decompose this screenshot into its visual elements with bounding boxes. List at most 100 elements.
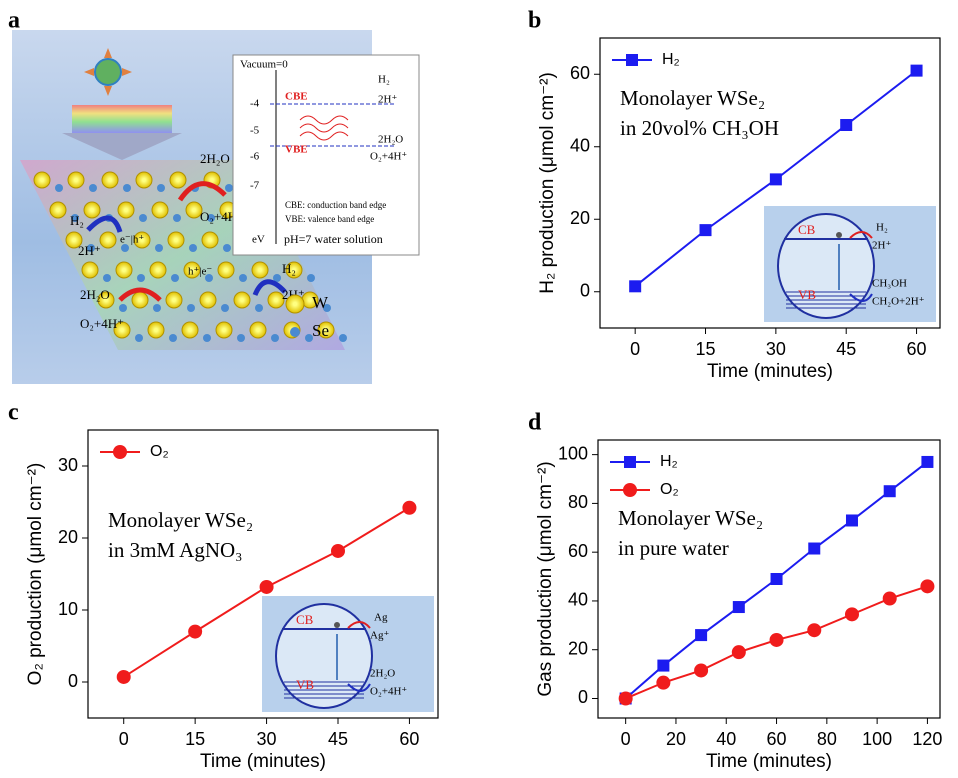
se-atom: [255, 304, 263, 312]
lattice-label: h⁺|e⁻: [188, 266, 212, 278]
x-axis-label: Time (minutes): [707, 361, 833, 382]
reaction-label: 2H₂O: [378, 134, 403, 146]
inset-label: 2H₂O: [370, 668, 395, 680]
light-spectrum: [72, 105, 172, 133]
note: CBE: conduction band edge: [285, 200, 386, 210]
inset-label: H₂: [876, 222, 888, 234]
se-atom: [221, 304, 229, 312]
band-label: VBE: [285, 144, 308, 156]
se-atom: [189, 244, 197, 252]
legend-label: Se: [312, 321, 329, 340]
x-tick-label: 60: [767, 729, 787, 749]
w-atom: [152, 202, 168, 218]
lattice-label: 2H₂O: [80, 287, 110, 302]
x-tick-label: 0: [621, 729, 631, 749]
energy-label: -4: [250, 98, 260, 110]
se-atom: [123, 184, 131, 192]
y-tick-label: 40: [568, 590, 588, 610]
se-atom: [103, 274, 111, 282]
inset-label: CH₂O+2H⁺: [872, 296, 925, 308]
lattice-label: H₂: [282, 261, 296, 276]
marker: [911, 65, 923, 77]
panel-label: c: [8, 400, 19, 426]
plot-frame: [598, 440, 940, 718]
w-atom: [102, 172, 118, 188]
se-atom: [135, 334, 143, 342]
se-atom: [119, 304, 127, 312]
reaction-label: 2H⁺: [378, 94, 397, 106]
inset-label: Ag⁺: [370, 630, 389, 642]
w-atom: [148, 322, 164, 338]
marker: [700, 224, 712, 236]
w-atom: [200, 292, 216, 308]
lattice-label: 2H₂O: [200, 151, 230, 166]
schematic: a 2H₂O O₂+4H⁺ H₂ 2H⁺ e⁻|h⁺ h⁺|e⁻ H₂ 2H⁺ …: [8, 8, 419, 385]
x-tick-label: 0: [119, 729, 129, 749]
energy-label: -6: [250, 151, 260, 163]
cb-label: CB: [296, 612, 314, 627]
x-tick-label: 45: [836, 339, 856, 359]
marker: [656, 676, 670, 690]
marker: [260, 580, 274, 594]
note: pH=7 water solution: [284, 232, 383, 246]
se-atom: [153, 304, 161, 312]
x-tick-label: 15: [696, 339, 716, 359]
panel-label: d: [528, 410, 542, 436]
y-tick-label: 60: [570, 63, 590, 83]
reaction-label: H₂: [378, 74, 390, 86]
x-tick-label: 45: [328, 729, 348, 749]
legend-marker: [113, 445, 127, 459]
legend-label: H₂: [662, 51, 680, 68]
y-tick-label: 100: [558, 443, 588, 463]
marker: [732, 645, 746, 659]
note: VBE: valence band edge: [285, 214, 374, 224]
panel-label: b: [528, 8, 541, 34]
y-tick-label: 30: [58, 455, 78, 475]
y-tick-label: 80: [568, 492, 588, 512]
annotation: Monolayer WSe₂: [618, 506, 763, 530]
vb-label: VB: [798, 287, 816, 302]
w-atom: [132, 292, 148, 308]
inset: CBVBAgAg⁺2H₂OO₂+4H⁺: [262, 596, 434, 712]
x-tick-label: 100: [862, 729, 892, 749]
y-tick-label: 0: [578, 687, 588, 707]
cb-label: CB: [798, 222, 816, 237]
w-atom: [216, 322, 232, 338]
se-atom: [139, 214, 147, 222]
marker: [770, 173, 782, 185]
marker: [629, 280, 641, 292]
energy-label: -5: [250, 125, 260, 137]
inset-ellipse: [276, 604, 372, 708]
marker: [883, 592, 897, 606]
se-atom: [203, 334, 211, 342]
y-axis-label: O₂ production (μmol cm⁻²): [25, 463, 46, 686]
se-atom: [169, 334, 177, 342]
legend-label: W: [312, 293, 329, 312]
w-atom: [170, 172, 186, 188]
w-atom: [68, 172, 84, 188]
inset-label: Ag: [374, 612, 388, 624]
w-atom: [100, 232, 116, 248]
legend-marker: [626, 54, 638, 66]
w-atom: [118, 202, 134, 218]
y-tick-label: 60: [568, 541, 588, 561]
marker: [920, 579, 934, 593]
se-atom: [137, 274, 145, 282]
y-tick-label: 40: [570, 136, 590, 156]
marker: [657, 660, 669, 672]
figure: a 2H₂O O₂+4H⁺ H₂ 2H⁺ e⁻|h⁺ h⁺|e⁻ H₂ 2H⁺ …: [0, 0, 958, 778]
lattice-label: e⁻|h⁺: [120, 234, 144, 246]
se-atom: [237, 334, 245, 342]
se-atom: [239, 274, 247, 282]
w-atom: [50, 202, 66, 218]
inset-ellipse: [778, 214, 874, 318]
w-atom: [182, 322, 198, 338]
x-tick-label: 30: [766, 339, 786, 359]
annotation: Monolayer WSe₂: [620, 86, 765, 110]
se-atom: [171, 274, 179, 282]
legend-label: H₂: [660, 453, 678, 470]
y-tick-label: 20: [58, 527, 78, 547]
se-atom: [271, 334, 279, 342]
x-axis-label: Time (minutes): [706, 751, 832, 772]
se-atom: [55, 184, 63, 192]
